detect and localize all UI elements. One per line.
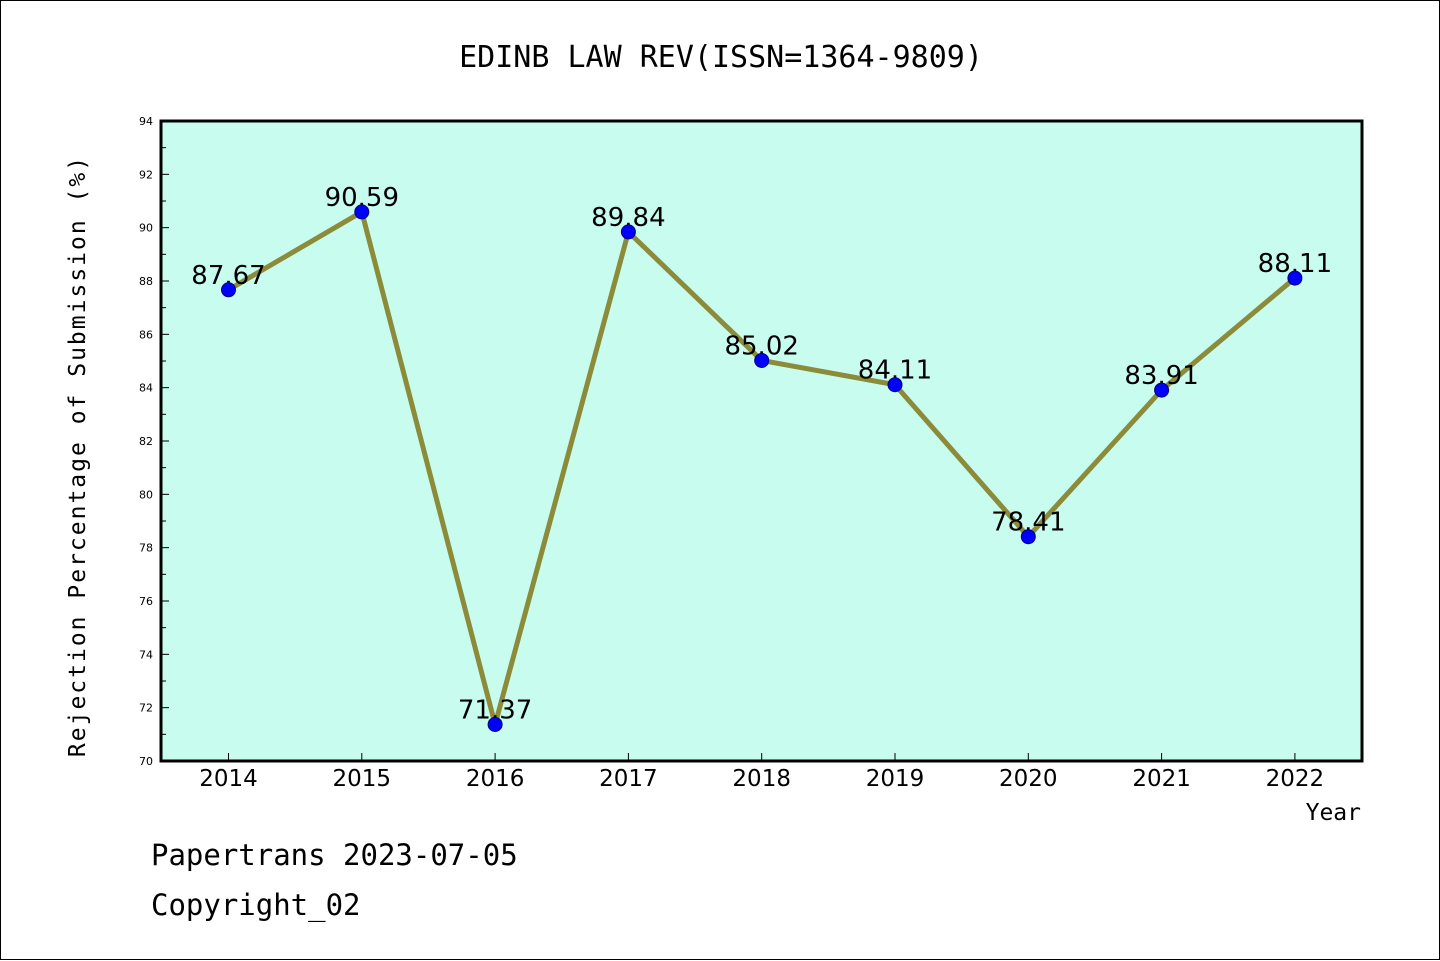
y-tick-label: 80 bbox=[139, 488, 153, 501]
y-tick-label: 74 bbox=[139, 648, 153, 661]
data-point bbox=[1287, 270, 1303, 286]
x-axis: 2014 2015 2016 2017 2018 2019 2020 2021 2022 bbox=[199, 753, 1324, 792]
data-point bbox=[221, 282, 236, 298]
chart-title: EDINB LAW REV(ISSN=1364-9809) bbox=[459, 40, 983, 75]
x-tick-label: 2020 bbox=[999, 766, 1058, 792]
data-point bbox=[1020, 529, 1036, 545]
x-tick-label: 2014 bbox=[199, 766, 258, 792]
y-tick-label: 82 bbox=[139, 435, 153, 448]
data-point bbox=[1154, 382, 1170, 398]
plot-area bbox=[159, 119, 1364, 763]
data-point bbox=[887, 377, 903, 393]
y-axis-label: Rejection Percentage of Submission (%) bbox=[65, 155, 91, 757]
y-tick-label: 76 bbox=[139, 595, 153, 608]
x-axis-label: Year bbox=[1306, 800, 1361, 826]
x-tick-label: 2015 bbox=[333, 766, 392, 792]
y-tick-label: 84 bbox=[139, 382, 153, 395]
y-tick-label: 90 bbox=[139, 222, 153, 235]
y-tick-label: 94 bbox=[139, 115, 153, 128]
x-tick-label: 2018 bbox=[732, 766, 791, 792]
x-tick-label: 2021 bbox=[1132, 766, 1191, 792]
y-tick-label: 70 bbox=[139, 755, 153, 768]
data-point bbox=[487, 716, 503, 732]
x-tick-label: 2017 bbox=[599, 766, 658, 792]
footer-copyright: Copyright_02 bbox=[151, 888, 361, 923]
x-tick-label: 2019 bbox=[866, 766, 925, 792]
y-tick-label: 86 bbox=[139, 328, 153, 341]
data-point bbox=[754, 352, 770, 368]
y-axis: 70 72 74 76 78 80 82 84 86 88 90 92 94 bbox=[139, 115, 169, 768]
y-tick-label: 92 bbox=[139, 168, 153, 181]
y-tick-label: 72 bbox=[139, 702, 153, 715]
y-tick-label: 78 bbox=[139, 542, 153, 555]
data-point bbox=[354, 204, 370, 220]
series-group: 87.6790.5971.3789.8485.0284.1178.4183.91… bbox=[191, 183, 1332, 732]
data-point bbox=[620, 224, 636, 240]
y-tick-label: 88 bbox=[139, 275, 153, 288]
footer-date: Papertrans 2023-07-05 bbox=[151, 838, 518, 872]
x-tick-label: 2016 bbox=[466, 766, 525, 792]
x-tick-label: 2022 bbox=[1266, 766, 1325, 792]
